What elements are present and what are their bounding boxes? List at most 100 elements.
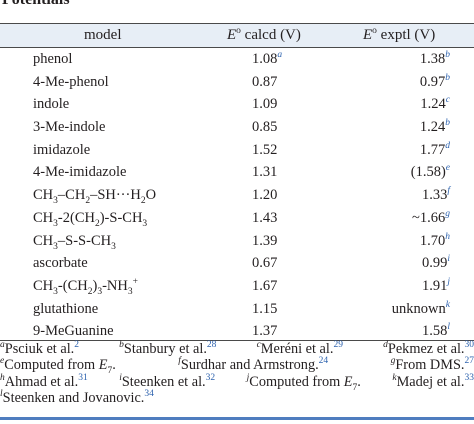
calcd-value: 1.43 [252,209,278,226]
exptl-value: 0.99i [422,255,450,272]
reference-link[interactable]: 32 [205,373,216,384]
exptl-value: 0.97b [419,72,450,91]
exptl-number: 1.77 [419,141,446,158]
reference-link[interactable]: 31 [78,373,88,384]
exptl-value: (1.58)e [411,164,450,181]
exptl-number: ~1.66 [412,209,446,226]
reference-link[interactable]: 2 [74,340,79,351]
model-name: 4-Me-phenol [33,73,109,90]
calcd-value: 1.67 [252,277,278,294]
exptl-number: (1.58) [410,164,446,181]
table-bottom-rule [0,340,474,341]
table-row: 4-Me-phenol 0.87 0.97b [0,72,474,95]
footnote: fSurdhar and Armstrong.24 [178,356,329,374]
reference-link[interactable]: 30 [464,340,474,351]
calcd-value: 1.15 [252,300,278,317]
calcd-value: 1.31 [252,164,278,181]
footnote-letter: l [0,389,3,400]
exptl-number: unknown [391,300,446,317]
model-name: ascorbate [33,255,88,272]
footnote-mark[interactable]: l [447,322,450,333]
footnote-mark[interactable]: d [445,140,450,151]
footnote-line: hAhmad et al.31 iSteenken et al.32 jComp… [0,373,474,393]
table-row: phenol 1.08a 1.38b [0,49,474,72]
reference-link[interactable]: 24 [318,356,329,367]
table-row: CH3–S-S-CH3 1.39 1.70h [0,231,474,254]
footnote: hAhmad et al.31 [0,373,88,390]
exptl-value: 1.24b [419,118,450,136]
exptl-number: 1.33 [421,187,448,204]
footnote: eComputed from E7. [0,356,116,377]
footnote-mark[interactable]: b [445,50,450,61]
table-row: imidazole 1.52 1.77d [0,140,474,163]
model-name: phenol [33,51,73,67]
footnote-text: Steenken et al. [121,373,206,390]
footnote-mark[interactable]: h [445,231,450,242]
footnote: lSteenken and Jovanovic.34 [0,389,154,407]
footnote: aPsciuk et al.2 [0,340,79,357]
calcd-value: 0.87 [252,73,278,90]
calcd-number: 1.08 [252,51,278,67]
reference-link[interactable]: 28 [206,340,217,351]
calcd-value: 0.85 [252,119,278,136]
model-name: glutathione [33,300,99,317]
calcd-value: 1.09 [252,96,278,113]
footnote-mark[interactable]: e [445,163,450,174]
footnote-mark[interactable]: c [445,95,450,106]
footnote-text: Meréni et al. [260,341,334,357]
exptl-value: 1.38b [419,50,450,68]
footnote-letter: i [119,373,122,384]
exptl-number: 1.58 [421,323,448,340]
exptl-value: 1.70h [420,231,450,250]
header-model: model [84,27,122,43]
footnote-mark[interactable]: j [447,277,450,288]
calcd-value: 1.08a [252,50,283,68]
exptl-value: 1.91j [421,277,450,295]
footnote-mark[interactable]: k [445,299,450,310]
table-row: CH3-(CH2)3-NH3+ 1.67 1.91j [0,276,474,299]
calcd-value: 1.39 [252,232,278,249]
footnote-mark[interactable]: i [447,254,450,265]
table-header: model Eo calcd (V) Eo exptl (V) [0,23,474,48]
footnote-letter: k [392,373,397,384]
model-name: CH3-2(CH2)-S-CH3 [33,209,148,229]
reference-link[interactable]: 27 [464,356,474,367]
exptl-value: unknownk [391,299,450,318]
exptl-number: 1.38 [419,51,446,67]
footnote-mark[interactable]: b [445,118,450,129]
footnote-line: lSteenken and Jovanovic.34 [0,389,474,407]
footnote-letter: f [178,356,181,367]
model-name: imidazole [33,141,91,158]
footnote: jComputed from E7. [246,373,361,393]
table-footnotes: aPsciuk et al.2 bStanbury et al.28 cMeré… [0,340,474,407]
exptl-value: 1.24c [420,96,450,113]
footnote-line: aPsciuk et al.2 bStanbury et al.28 cMeré… [0,340,474,357]
exptl-number: 1.24 [420,96,446,113]
footnote: bStanbury et al.28 [119,340,217,357]
reference-link[interactable]: 33 [464,373,474,384]
calcd-value: 1.52 [252,141,278,158]
exptl-number: 1.91 [421,277,448,294]
footnote-mark[interactable]: b [445,72,450,83]
header-exptl-label: exptl (V) [380,27,436,43]
model-name: indole [33,96,70,113]
model-name: 9-MeGuanine [33,323,114,340]
table-caption: Potentials [2,0,70,9]
table-row: CH3-2(CH2)-S-CH3 1.43 ~1.66g [0,208,474,231]
exptl-number: 0.97 [419,73,446,90]
reference-link[interactable]: 29 [333,340,343,351]
model-name: CH3-(CH2)3-NH3+ [33,277,138,297]
exptl-number: 1.24 [419,119,446,136]
footnote-letter: g [390,356,396,367]
footnote: iSteenken et al.32 [119,373,216,390]
footnote-letter: c [256,340,261,351]
footnote-text: From DMS. [395,357,465,374]
footnote-mark[interactable]: a [277,50,283,61]
footnote-mark[interactable]: g [445,208,450,219]
table-row: CH3–CH2–SH···H2O 1.20 1.33f [0,185,474,208]
footnote-text: Pekmez et al. [387,341,465,357]
header-calcd: Eo calcd (V) [227,26,301,43]
footnote-mark[interactable]: f [447,186,450,197]
table-row: glutathione 1.15 unknownk [0,299,474,322]
reference-link[interactable]: 34 [144,389,154,400]
